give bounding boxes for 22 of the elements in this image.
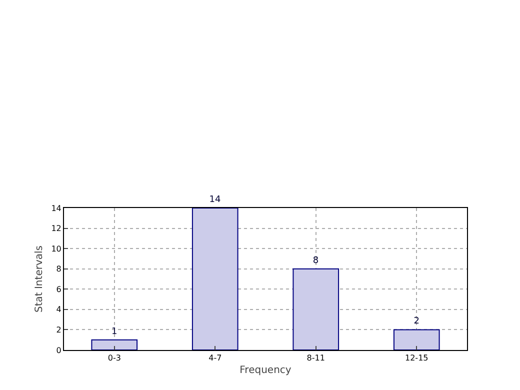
x-tick-label: 4-7 <box>208 354 222 363</box>
bar <box>192 208 238 350</box>
x-tick-label: 8-11 <box>306 354 325 363</box>
x-tick-label: 0-3 <box>108 354 121 363</box>
bar <box>393 329 440 350</box>
data-label: 8 <box>312 256 319 266</box>
y-tick-label: 6 <box>56 284 62 294</box>
y-tick-label: 8 <box>56 264 62 274</box>
y-tick-label: 0 <box>56 346 62 355</box>
y-tick-label: 12 <box>51 224 62 234</box>
y-axis-title: Stat Intervals <box>34 245 46 313</box>
y-tick-label: 4 <box>56 305 62 314</box>
x-axis-title: Frequency <box>240 365 292 376</box>
x-tick-label: 12-15 <box>405 354 428 363</box>
bar <box>91 339 138 350</box>
data-label: 1 <box>112 326 118 337</box>
y-tick-label: 2 <box>56 326 62 335</box>
data-label: 2 <box>414 316 420 327</box>
bar <box>292 268 340 350</box>
y-tick-label: 10 <box>51 244 62 254</box>
data-label: 14 <box>209 195 221 205</box>
y-tick-label: 14 <box>51 204 62 213</box>
